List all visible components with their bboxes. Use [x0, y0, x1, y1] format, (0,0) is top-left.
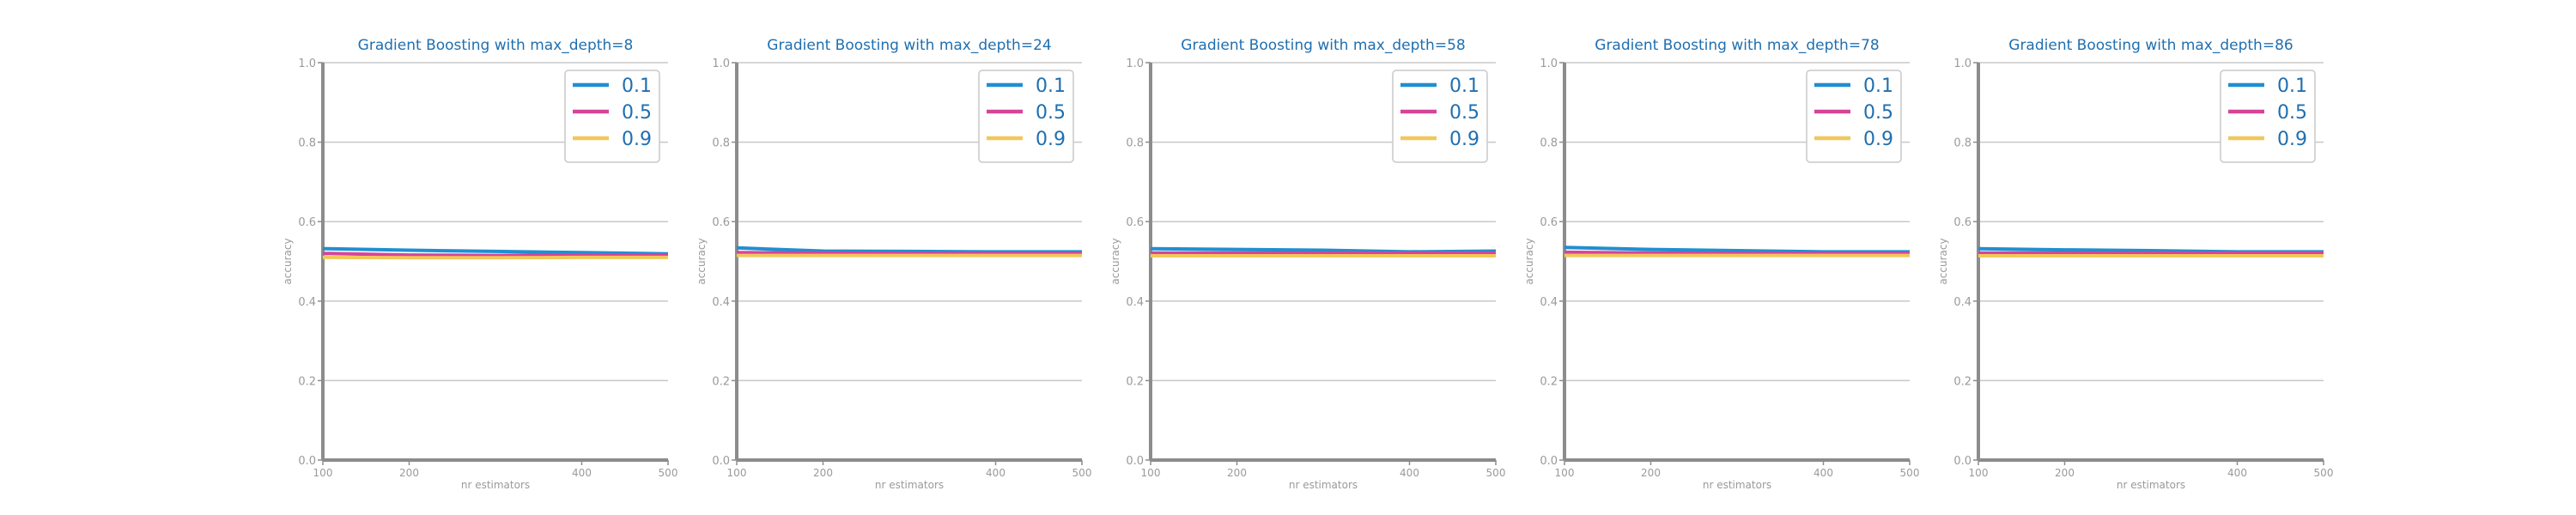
y-tick-label: 0.6	[712, 216, 730, 229]
y-tick-label: 0.8	[1953, 137, 1971, 150]
y-tick-label: 0.2	[1953, 375, 1971, 388]
y-tick-label: 0.6	[1953, 216, 1971, 229]
x-tick-label: 100	[727, 467, 747, 479]
legend: 0.1 0.5 0.9	[2220, 70, 2316, 163]
x-tick-label: 400	[572, 467, 592, 479]
y-tick-label: 0.4	[1953, 296, 1971, 309]
chart-panel-5: Gradient Boosting with max_depth=86 0.0 0.…	[1937, 37, 2333, 491]
y-tick-label: 0.4	[1540, 296, 1558, 309]
x-tick-label: 200	[399, 467, 419, 479]
y-axis-label: accuracy	[1109, 238, 1121, 284]
series-line-0.5	[1564, 250, 1910, 256]
x-tick-label: 200	[1227, 467, 1247, 479]
y-tick-label: 0.6	[1540, 216, 1558, 229]
x-tick-label: 200	[2055, 467, 2075, 479]
x-tick-label: 400	[1400, 467, 1419, 479]
y-axis-label: accuracy	[282, 238, 294, 284]
series-line-0.5	[322, 251, 668, 258]
y-tick-label: 1.0	[1540, 58, 1558, 70]
chart-title: Gradient Boosting with max_depth=78	[1595, 37, 1879, 54]
legend-label: 0.5	[2277, 102, 2307, 124]
chart-title: Gradient Boosting with max_depth=24	[767, 37, 1051, 54]
y-tick-label: 0.2	[712, 375, 730, 388]
y-tick-label: 0.6	[1126, 216, 1144, 229]
chart-panel-4: Gradient Boosting with max_depth=78 0.0 0.…	[1523, 37, 1919, 491]
chart-panel-3: Gradient Boosting with max_depth=58 0.0 0.…	[1109, 37, 1505, 491]
y-tick-label: 0.8	[712, 137, 730, 150]
x-tick-label: 500	[2314, 467, 2334, 479]
y-tick-label: 1.0	[712, 58, 730, 70]
legend-label: 0.9	[1036, 129, 1066, 150]
legend-label: 0.9	[1863, 129, 1893, 150]
y-tick-label: 0.8	[298, 137, 316, 150]
x-tick-label: 100	[1555, 467, 1575, 479]
y-tick-label: 1.0	[1126, 58, 1144, 70]
legend: 0.1 0.5 0.9	[1392, 70, 1488, 163]
series-line-0.5	[736, 251, 1082, 256]
y-tick-label: 0.2	[298, 375, 316, 388]
y-axis-label: accuracy	[1523, 238, 1535, 284]
legend-label: 0.9	[1449, 129, 1479, 150]
y-tick-label: 0.8	[1540, 137, 1558, 150]
x-tick-label: 500	[1900, 467, 1920, 479]
x-tick-label: 500	[1486, 467, 1506, 479]
legend-label: 0.1	[2277, 76, 2307, 97]
y-tick-label: 0.2	[1540, 375, 1558, 388]
legend: 0.1 0.5 0.9	[978, 70, 1074, 163]
legend-label: 0.9	[622, 129, 652, 150]
y-tick-label: 0.0	[712, 455, 730, 468]
y-tick-label: 0.4	[298, 296, 316, 309]
x-axis-label: nr estimators	[1289, 479, 1358, 491]
y-tick-label: 0.0	[1126, 455, 1144, 468]
x-tick-label: 100	[1969, 467, 1989, 479]
x-axis-label: nr estimators	[875, 479, 944, 491]
y-tick-label: 0.2	[1126, 375, 1144, 388]
y-tick-label: 0.6	[298, 216, 316, 229]
x-tick-label: 400	[2227, 467, 2247, 479]
x-tick-label: 100	[1141, 467, 1161, 479]
charts-container: Gradient Boosting with max_depth=8 0.0 0.2…	[282, 37, 2333, 491]
legend-label: 0.1	[1449, 76, 1479, 97]
x-tick-label: 200	[813, 467, 833, 479]
chart-title: Gradient Boosting with max_depth=86	[2008, 37, 2293, 54]
y-tick-label: 0.4	[1126, 296, 1144, 309]
y-tick-label: 0.0	[1540, 455, 1558, 468]
y-tick-label: 0.0	[298, 455, 316, 468]
legend-label: 0.5	[622, 102, 652, 124]
x-tick-label: 100	[313, 467, 333, 479]
x-axis-label: nr estimators	[1703, 479, 1771, 491]
legend-label: 0.5	[1449, 102, 1479, 124]
x-tick-label: 400	[986, 467, 1005, 479]
x-axis-label: nr estimators	[2117, 479, 2185, 491]
y-axis-label: accuracy	[1937, 238, 1949, 284]
legend-label: 0.5	[1036, 102, 1066, 124]
legend: 0.1 0.5 0.9	[564, 70, 660, 163]
legend-label: 0.5	[1863, 102, 1893, 124]
chart-title: Gradient Boosting with max_depth=8	[358, 37, 634, 54]
chart-title: Gradient Boosting with max_depth=58	[1181, 37, 1465, 54]
y-tick-label: 1.0	[298, 58, 316, 70]
x-axis-label: nr estimators	[461, 479, 530, 491]
y-axis-label: accuracy	[696, 238, 708, 284]
legend-label: 0.9	[2277, 129, 2307, 150]
series-line-0.1	[322, 246, 669, 256]
x-tick-label: 500	[659, 467, 678, 479]
chart-panel-1: Gradient Boosting with max_depth=8 0.0 0.2…	[282, 37, 677, 491]
legend-label: 0.1	[1036, 76, 1066, 97]
y-tick-label: 1.0	[1953, 58, 1971, 70]
x-tick-label: 200	[1641, 467, 1661, 479]
legend: 0.1 0.5 0.9	[1806, 70, 1902, 163]
legend-label: 0.1	[1863, 76, 1893, 97]
x-tick-label: 500	[1072, 467, 1092, 479]
y-tick-label: 0.0	[1953, 455, 1971, 468]
x-tick-label: 400	[1814, 467, 1833, 479]
legend-label: 0.1	[622, 76, 652, 97]
chart-panel-2: Gradient Boosting with max_depth=24 0.0 0.…	[696, 37, 1091, 491]
y-tick-label: 0.4	[712, 296, 730, 309]
y-tick-label: 0.8	[1126, 137, 1144, 150]
